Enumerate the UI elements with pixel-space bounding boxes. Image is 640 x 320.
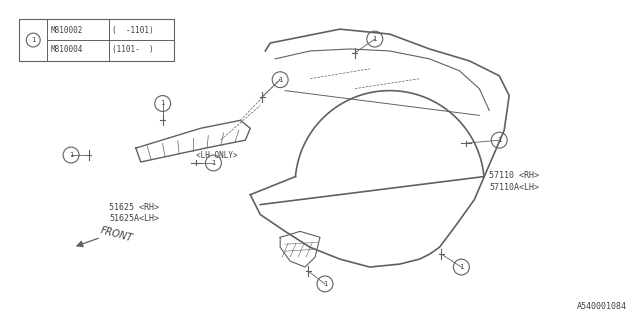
Text: 1: 1 [497, 137, 502, 143]
Text: 1: 1 [211, 160, 216, 166]
Text: <LH ONLY>: <LH ONLY> [196, 151, 237, 160]
Text: 1: 1 [161, 100, 165, 107]
Text: (  -1101): ( -1101) [112, 26, 154, 35]
Text: 57110A<LH>: 57110A<LH> [489, 183, 540, 192]
Text: M810004: M810004 [50, 45, 83, 54]
Text: 1: 1 [372, 36, 377, 42]
Text: 1: 1 [278, 77, 282, 83]
Text: 1: 1 [31, 37, 35, 43]
Text: 57110 <RH>: 57110 <RH> [489, 171, 540, 180]
Text: M810002: M810002 [50, 26, 83, 35]
Text: FRONT: FRONT [99, 225, 134, 243]
Text: 51625 <RH>: 51625 <RH> [109, 203, 159, 212]
Text: 51625A<LH>: 51625A<LH> [109, 214, 159, 223]
Bar [19, 19, 173, 61]
Text: 1: 1 [459, 264, 463, 270]
Text: (1101-  ): (1101- ) [112, 45, 154, 54]
Text: 1: 1 [69, 152, 74, 158]
Text: A540001084: A540001084 [577, 302, 627, 311]
Text: 1: 1 [323, 281, 327, 287]
